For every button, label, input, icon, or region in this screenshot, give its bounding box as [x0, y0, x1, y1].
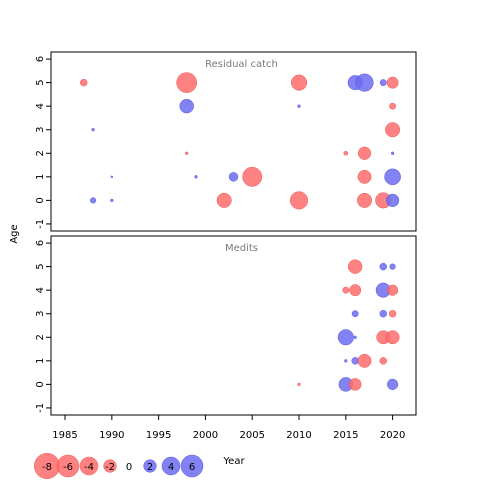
negative-residual-bubble [388, 310, 397, 318]
negative-residual-bubble [387, 284, 399, 296]
y-tick-label: 3 [35, 127, 46, 133]
y-tick-label: 6 [35, 240, 46, 246]
x-tick-label: 2010 [286, 430, 311, 441]
panel-frame [50, 235, 417, 416]
panel-title: Medits [225, 243, 258, 254]
positive-residual-bubble [355, 73, 374, 92]
negative-residual-bubble [291, 74, 308, 91]
positive-residual-bubble [351, 357, 359, 365]
negative-residual-bubble [386, 76, 399, 89]
legend-label: -8 [42, 462, 52, 473]
negative-residual-bubble [357, 353, 372, 368]
y-tick-label: 2 [35, 150, 46, 156]
legend-bubble [161, 456, 181, 476]
x-tick-label: 1990 [99, 430, 124, 441]
negative-residual-bubble [290, 191, 309, 210]
positive-residual-bubble [379, 262, 387, 271]
positive-residual-bubble [379, 310, 387, 318]
y-tick-label: 4 [35, 103, 46, 109]
negative-residual-bubble [216, 192, 232, 208]
y-tick-label: 0 [35, 197, 46, 203]
legend-bubble [103, 459, 117, 473]
x-tick-label: 2000 [193, 430, 218, 441]
legend-bubble [143, 459, 157, 473]
positive-residual-bubble [194, 175, 198, 179]
y-tick-label: -1 [35, 219, 46, 229]
y-tick-label: 0 [35, 381, 46, 387]
x-tick-label: 1995 [146, 430, 171, 441]
positive-residual-bubble [387, 378, 399, 390]
positive-residual-bubble [344, 359, 348, 363]
negative-residual-bubble [347, 259, 363, 274]
negative-residual-bubble [379, 357, 387, 365]
negative-residual-bubble [176, 72, 197, 93]
y-tick-label: 1 [35, 174, 46, 180]
negative-residual-bubble [385, 122, 401, 138]
negative-residual-bubble [357, 169, 372, 184]
negative-residual-bubble [80, 78, 88, 87]
positive-residual-bubble [228, 172, 239, 182]
y-tick-label: -1 [35, 403, 46, 413]
x-tick-label: 2005 [239, 430, 264, 441]
positive-residual-bubble [386, 193, 400, 207]
negative-residual-bubble [297, 382, 301, 387]
positive-residual-bubble [90, 197, 97, 204]
legend-label: -6 [63, 462, 73, 473]
positive-residual-bubble [351, 310, 359, 318]
panel-residual-catch: Residual catch -1 0 1 2 3 4 5 6 [35, 51, 417, 232]
positive-residual-bubble [110, 198, 114, 203]
negative-residual-bubble [348, 378, 362, 391]
y-tick-label: 4 [35, 287, 46, 293]
legend-label: -4 [84, 462, 94, 473]
legend-label: 6 [189, 462, 195, 473]
negative-residual-bubble [349, 284, 362, 297]
negative-residual-bubble [385, 330, 400, 345]
x-tick-label: 2015 [333, 430, 358, 441]
positive-residual-bubble [379, 79, 387, 87]
y-tick-label: 5 [35, 79, 46, 85]
negative-residual-bubble [357, 146, 372, 160]
y-tick-label: 5 [35, 263, 46, 269]
legend-bubble [56, 454, 80, 478]
positive-residual-bubble [297, 104, 301, 108]
positive-residual-bubble [91, 128, 95, 132]
negative-residual-bubble [242, 166, 263, 187]
positive-residual-bubble [390, 151, 395, 155]
negative-residual-bubble [357, 192, 372, 208]
legend-label: 2 [147, 462, 153, 473]
positive-residual-bubble [384, 168, 401, 186]
positive-residual-bubble [110, 175, 114, 179]
legend-label: -2 [105, 462, 115, 473]
y-tick-label: 1 [35, 358, 46, 364]
y-tick-label: 6 [35, 56, 46, 62]
y-tick-label: 2 [35, 334, 46, 340]
negative-residual-bubble [342, 286, 350, 294]
x-axis-label: Year [222, 456, 245, 467]
positive-residual-bubble [353, 335, 357, 339]
negative-residual-bubble [389, 102, 396, 110]
positive-residual-bubble [337, 329, 354, 346]
panel-medits: Medits -1 0 1 2 3 4 5 6 1985 1990 1995 2000 2005 2010 2… [35, 235, 417, 441]
x-tick-label: 1985 [52, 430, 77, 441]
positive-residual-bubble [179, 98, 194, 114]
legend-bubble [79, 456, 99, 476]
negative-residual-bubble [343, 151, 349, 156]
legend-label: 0 [126, 462, 132, 473]
negative-residual-bubble [185, 151, 189, 155]
panel-frame [50, 51, 417, 232]
size-legend: -8 -6 -4 -2 0 2 4 6 [34, 453, 204, 479]
legend-label: 4 [168, 462, 174, 473]
panel-title: Residual catch [205, 59, 278, 70]
y-axis-label: Age [9, 224, 20, 243]
positive-residual-bubble [389, 263, 396, 270]
x-tick-label: 2020 [380, 430, 405, 441]
legend-bubble [180, 454, 204, 478]
y-tick-label: 3 [35, 311, 46, 317]
